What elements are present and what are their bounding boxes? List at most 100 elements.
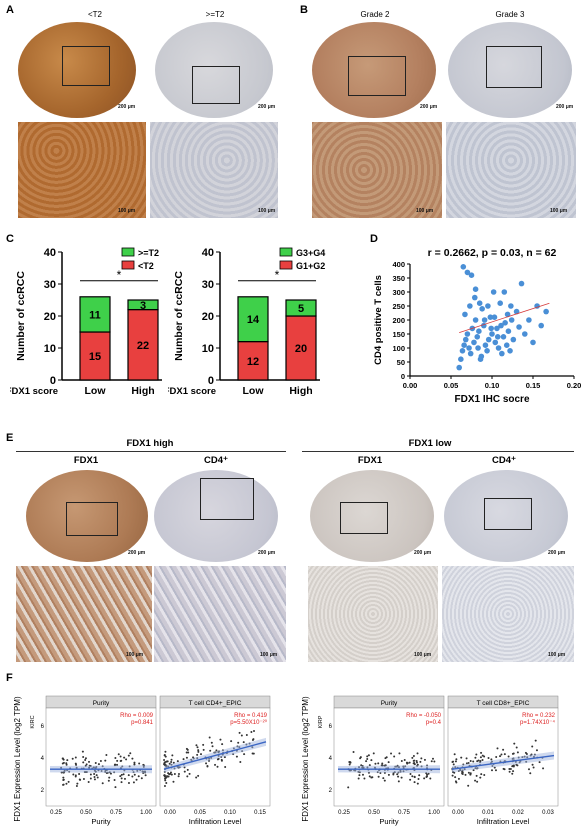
facet-point <box>74 775 77 778</box>
scatter-point <box>474 334 481 340</box>
b-tma-core-grade2 <box>312 22 436 118</box>
facet-point <box>209 749 212 752</box>
facet-point <box>409 772 412 775</box>
scatter-point <box>458 356 464 362</box>
x-tick-label: High <box>131 385 154 397</box>
x-tick-label: 0.00 <box>403 381 418 390</box>
facet-point <box>131 757 134 760</box>
x-tick-label: High <box>289 385 312 397</box>
legend-label: G1+G2 <box>296 261 325 271</box>
facet-point <box>186 775 189 778</box>
facet-point <box>140 777 143 780</box>
x-tick-label: 0.25 <box>338 810 350 816</box>
facet-point <box>352 750 355 753</box>
y-tick-label: 10 <box>44 343 56 355</box>
facet-point <box>503 753 506 756</box>
facet-point <box>467 784 470 787</box>
facet-point <box>78 778 81 781</box>
facet-point <box>512 764 515 767</box>
scatter-point <box>482 342 489 348</box>
facet-point <box>349 761 352 764</box>
facet-point <box>214 763 217 766</box>
x-tick-label: Low <box>243 385 265 397</box>
scatter-point <box>538 322 544 329</box>
scatter-point <box>479 306 485 312</box>
y-axis-label: Number of ccRCC <box>15 271 27 361</box>
facet-point <box>409 778 412 781</box>
scatter-point <box>471 294 478 301</box>
facet-point <box>426 775 429 778</box>
facet-point <box>469 760 472 763</box>
facet-point <box>398 752 401 755</box>
facet-point <box>82 756 85 759</box>
y-tick-label: 10 <box>202 343 214 355</box>
x-tick-label: 0.25 <box>50 810 62 816</box>
facet-point <box>426 773 429 776</box>
facet-point <box>123 777 126 780</box>
facet-point <box>408 761 411 764</box>
b-tma-core-grade3 <box>448 22 572 118</box>
facet-point <box>62 783 65 786</box>
facet-point <box>384 757 387 760</box>
legend-swatch <box>279 260 293 270</box>
a-zoom-image-2 <box>150 122 278 218</box>
scatter-point <box>513 308 520 315</box>
facet-point <box>170 758 173 761</box>
facet-point <box>71 757 74 760</box>
facet-point <box>453 753 456 756</box>
legend-swatch <box>279 247 293 257</box>
scatter-point <box>494 334 501 340</box>
y-tick-label: 6 <box>41 724 45 730</box>
facet-strip-label: T cell CD4+_EPIC <box>189 700 242 707</box>
scatter-point <box>508 303 514 309</box>
bar-low-0 <box>237 340 269 381</box>
facet-point <box>75 785 78 788</box>
scatter-point <box>503 342 510 348</box>
scatter-point <box>488 325 494 332</box>
facet-point <box>515 746 518 749</box>
facet-point <box>133 773 136 776</box>
facet-point <box>417 778 420 781</box>
facet-point <box>113 779 116 782</box>
x-tick-label: 0.20 <box>567 381 582 390</box>
x-axis-label: Purity <box>91 817 110 826</box>
legend-swatch <box>121 260 135 270</box>
facet-point <box>461 773 464 776</box>
bar-high-0 <box>127 308 159 381</box>
facet-point <box>494 769 497 772</box>
facet-point <box>101 782 104 785</box>
facet-point <box>166 760 169 763</box>
facet-point <box>387 773 390 776</box>
a-tma-core-high <box>18 22 136 118</box>
facet-point <box>66 759 69 762</box>
facet-point <box>119 775 122 778</box>
facet-point <box>82 778 85 781</box>
facet-point <box>120 759 123 762</box>
facet-point <box>419 760 422 763</box>
x-tick-label: 0.02 <box>512 810 524 816</box>
y-tick-label: 4 <box>41 756 45 762</box>
b-scale-top-2: 200 μm <box>556 104 574 110</box>
facet-point <box>132 781 135 784</box>
scatter-point <box>505 328 512 334</box>
facet-point <box>413 781 416 784</box>
scatter-point <box>499 350 505 357</box>
facet-point <box>107 779 110 782</box>
x-tick-label: Low <box>85 385 107 397</box>
bar-low-1 <box>237 296 269 343</box>
scatter-point <box>459 348 466 354</box>
data-label: 20 <box>295 343 307 355</box>
e-scale-4: 200 μm <box>548 550 566 556</box>
facet-point <box>390 752 393 755</box>
facet-point <box>396 773 399 776</box>
facet-point <box>163 763 166 766</box>
scatter-point <box>487 314 494 320</box>
e-group-left-rule <box>16 451 286 452</box>
facet-point <box>416 752 419 755</box>
facet-point <box>475 774 478 777</box>
facet-point <box>511 772 514 775</box>
facet-panel <box>333 707 445 807</box>
e-group-right-rule <box>302 451 574 452</box>
facet-point <box>65 782 68 785</box>
p-value-label: p=1.74X10⁻⁴ <box>520 719 555 726</box>
